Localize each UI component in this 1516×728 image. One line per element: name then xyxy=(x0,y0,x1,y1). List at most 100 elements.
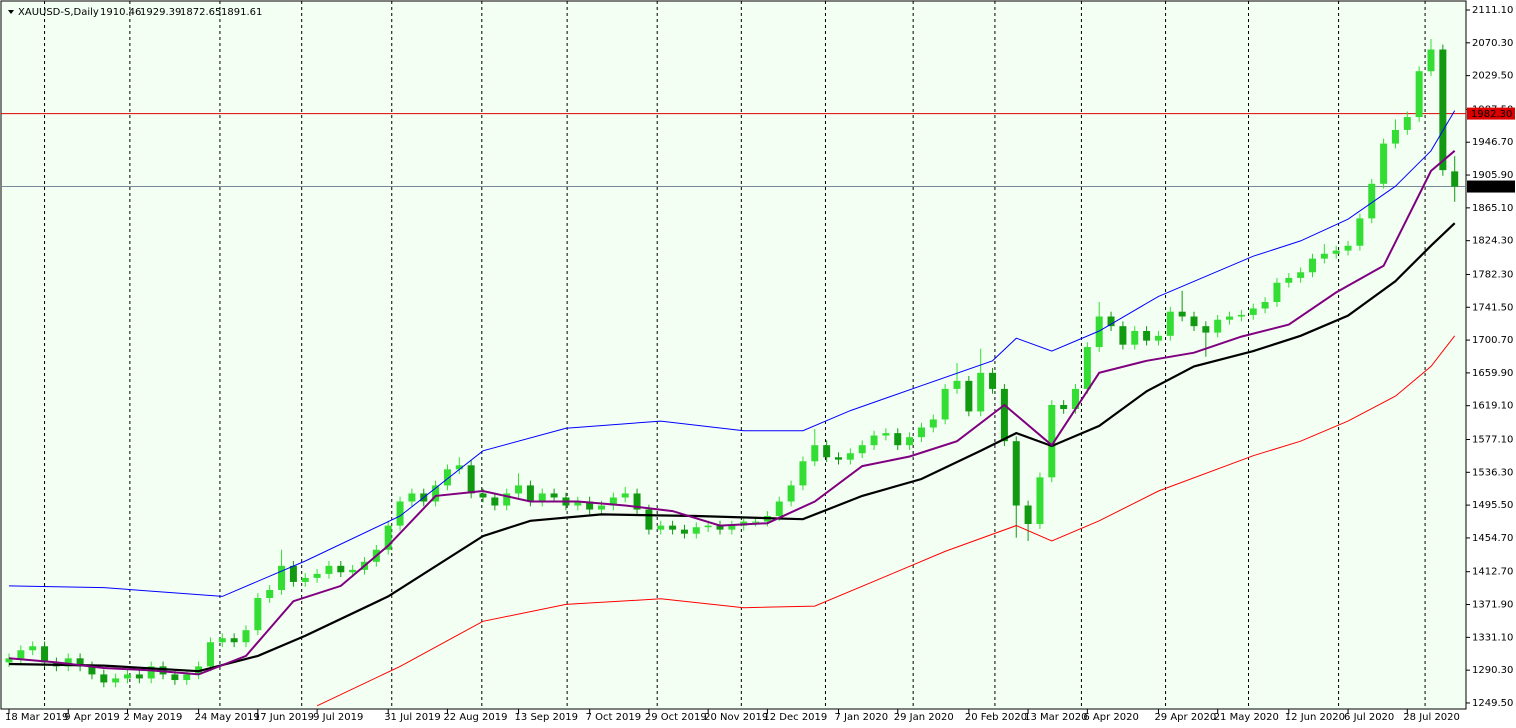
candle-body xyxy=(835,457,842,460)
x-tick-label: 22 Aug 2019 xyxy=(443,712,507,723)
candle-body xyxy=(1036,477,1044,525)
candle-body xyxy=(1072,388,1079,410)
candle-body xyxy=(882,433,890,436)
candle-body xyxy=(1131,330,1139,345)
candle-body xyxy=(408,493,416,502)
candle-body xyxy=(858,445,866,454)
indicator-line xyxy=(316,335,1456,707)
y-tick-label: 1619.10 xyxy=(1472,401,1513,412)
candle-body xyxy=(1427,49,1435,72)
candle-body xyxy=(124,674,131,679)
y-tick-label: 1782.30 xyxy=(1472,269,1513,280)
candle-body xyxy=(1391,129,1399,144)
candle-body xyxy=(811,445,819,462)
candle-body xyxy=(787,485,795,502)
candle-body xyxy=(1415,71,1423,118)
y-tick-label: 2029.50 xyxy=(1472,71,1513,82)
candle-body xyxy=(242,630,250,643)
chart-title: XAUUSD-S,Daily xyxy=(18,7,99,18)
x-tick-label: 24 May 2019 xyxy=(195,712,260,723)
candle-body xyxy=(206,642,214,667)
candle-body xyxy=(1048,404,1056,478)
candle-body xyxy=(894,433,902,446)
candle-body xyxy=(76,658,84,667)
candle-body xyxy=(716,525,724,530)
candle-body xyxy=(941,388,949,420)
candle-body xyxy=(396,501,404,526)
candle-body xyxy=(669,525,677,530)
candle-body xyxy=(598,505,605,510)
x-tick-label: 12 Dec 2019 xyxy=(763,712,827,723)
candle-body xyxy=(17,650,25,659)
candle-body xyxy=(112,678,120,683)
candle-body xyxy=(609,497,617,506)
candle-body xyxy=(337,565,345,573)
candle-body xyxy=(1060,404,1068,410)
candle-body xyxy=(278,565,286,590)
y-tick-label: 1865.10 xyxy=(1472,203,1513,214)
candle-body xyxy=(254,598,262,631)
candle-body xyxy=(1143,330,1151,341)
candle-body xyxy=(799,461,807,486)
x-tick-label: 9 Jul 2019 xyxy=(313,712,363,723)
candle-body xyxy=(147,666,155,679)
candle-body xyxy=(325,565,333,574)
candle-body xyxy=(1297,272,1305,278)
header-close: 1891.61 xyxy=(221,7,262,18)
y-tick-label: 1659.90 xyxy=(1472,368,1513,379)
candle-body xyxy=(171,674,179,681)
candle-body xyxy=(929,419,937,428)
menu-arrow xyxy=(8,10,14,14)
x-tick-label: 13 Sep 2019 xyxy=(515,712,578,723)
candle-body xyxy=(692,527,700,534)
candle-body xyxy=(1202,326,1210,333)
candle-body xyxy=(645,509,653,530)
y-tick-label: 1824.30 xyxy=(1472,236,1513,247)
candle-body xyxy=(823,445,831,458)
candle-body xyxy=(479,493,487,498)
header-open: 1910.46 xyxy=(100,7,141,18)
candle-body xyxy=(633,493,641,510)
candle-body xyxy=(1178,311,1186,317)
candle-body xyxy=(846,453,854,460)
candle-body xyxy=(906,437,914,446)
x-tick-label: 12 Jun 2020 xyxy=(1285,712,1345,723)
candle-body xyxy=(1273,282,1281,303)
candle-body xyxy=(1226,316,1234,320)
x-tick-label: 13 Mar 2020 xyxy=(1024,712,1087,723)
candle-body xyxy=(704,525,712,528)
candle-body xyxy=(574,501,582,506)
y-tick-label: 1249.50 xyxy=(1472,698,1513,709)
candle-body xyxy=(1309,258,1316,273)
y-tick-label: 1905.90 xyxy=(1472,170,1513,181)
candle-body xyxy=(775,501,783,516)
candle-body xyxy=(135,674,143,679)
y-tick-label: 1495.50 xyxy=(1472,500,1513,511)
candle-body xyxy=(1095,316,1103,348)
candle-body xyxy=(1154,335,1162,341)
candle-body xyxy=(1237,314,1245,317)
price-tag-label: 1982.30 xyxy=(1471,109,1512,120)
indicator-line xyxy=(8,110,1456,597)
candle-body xyxy=(29,646,37,651)
candle-body xyxy=(1214,319,1222,333)
candle-body xyxy=(1368,183,1376,219)
candle-body xyxy=(183,674,191,681)
y-tick-label: 2111.10 xyxy=(1472,5,1513,16)
candle-body xyxy=(1344,245,1352,251)
candle-body xyxy=(491,497,499,506)
indicator-line xyxy=(8,150,1456,676)
y-tick-label: 1577.10 xyxy=(1472,434,1513,445)
candle-body xyxy=(1166,311,1174,336)
candle-body xyxy=(100,674,108,683)
y-tick-label: 1700.70 xyxy=(1472,335,1513,346)
candle-body xyxy=(455,465,463,470)
candle-body xyxy=(1190,316,1198,327)
y-tick-label: 1741.50 xyxy=(1472,302,1513,313)
candle-body xyxy=(728,525,736,530)
candle-body xyxy=(1332,250,1340,254)
x-tick-label: 20 Nov 2019 xyxy=(704,712,768,723)
candle-body xyxy=(953,380,961,389)
candle-body xyxy=(384,525,392,550)
